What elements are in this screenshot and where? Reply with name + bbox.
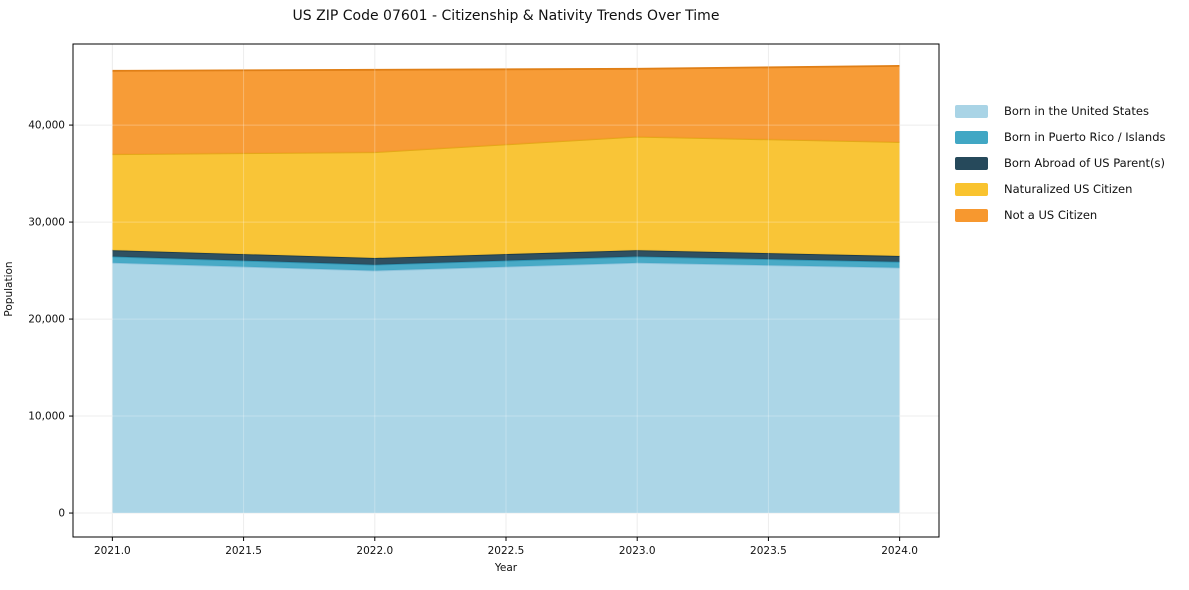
legend-label: Not a US Citizen: [1004, 208, 1098, 222]
x-tick-label: 2024.0: [881, 545, 918, 557]
edge-born-abroad-of-us-parent-s: [112, 249, 900, 259]
y-tick-label: 20,000: [28, 314, 65, 326]
legend-label: Born in Puerto Rico / Islands: [1004, 130, 1166, 144]
y-tick-label: 10,000: [28, 411, 65, 423]
area-born-in-the-united-states: [112, 262, 900, 513]
area-not-a-us-citizen: [112, 65, 900, 155]
legend-swatch: [955, 130, 988, 144]
area-naturalized-us-citizen: [112, 136, 900, 258]
y-tick-label: 40,000: [28, 120, 65, 132]
legend: Born in the United States Born in Puerto …: [955, 104, 1166, 222]
legend-item: Naturalized US Citizen: [955, 182, 1166, 196]
legend-item: Not a US Citizen: [955, 208, 1166, 222]
edge-not-a-us-citizen: [112, 65, 900, 72]
legend-swatch: [955, 156, 988, 170]
chart-title: US ZIP Code 07601 - Citizenship & Nativi…: [292, 8, 720, 24]
y-tick-label: 30,000: [28, 217, 65, 229]
x-tick-label: 2021.5: [225, 545, 262, 557]
x-tick-label: 2021.0: [94, 545, 131, 557]
legend-item: Born Abroad of US Parent(s): [955, 156, 1166, 170]
x-tick-label: 2022.0: [356, 545, 393, 557]
legend-swatch: [955, 182, 988, 196]
area-born-in-puerto-rico-islands: [112, 256, 900, 271]
x-tick-label: 2022.5: [488, 545, 525, 557]
x-axis-label: Year: [494, 562, 518, 574]
y-tick-label: 0: [58, 508, 65, 520]
x-tick-label: 2023.5: [750, 545, 787, 557]
legend-swatch: [955, 208, 988, 222]
legend-item: Born in the United States: [955, 104, 1166, 118]
legend-label: Born Abroad of US Parent(s): [1004, 156, 1165, 170]
area-born-abroad-of-us-parent-s: [112, 250, 900, 265]
y-axis-label: Population: [3, 261, 15, 317]
legend-label: Naturalized US Citizen: [1004, 182, 1133, 196]
legend-label: Born in the United States: [1004, 104, 1149, 118]
legend-item: Born in Puerto Rico / Islands: [955, 130, 1166, 144]
legend-swatch: [955, 104, 988, 118]
x-tick-label: 2023.0: [619, 545, 656, 557]
